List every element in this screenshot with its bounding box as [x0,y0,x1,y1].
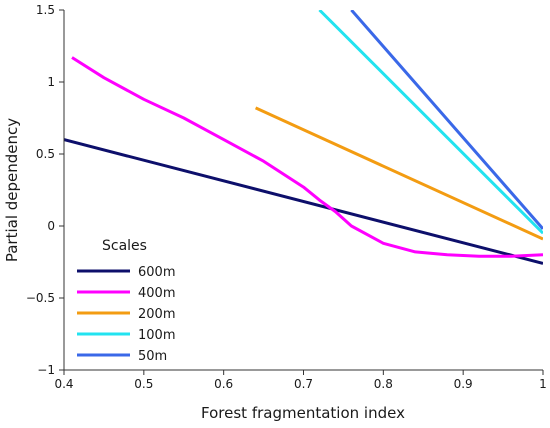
y-tick-label: −1 [37,363,55,377]
y-axis-title: Partial dependency [3,118,21,262]
legend-bg [72,280,192,300]
x-tick-label: 0.8 [374,377,393,391]
legend-bg [72,343,192,363]
x-axis-title: Forest fragmentation index [201,404,405,422]
legend-title: Scales [102,238,147,254]
x-tick-label: 0.9 [454,377,473,391]
legend-label-600m: 600m [138,265,175,280]
series-line-50m [350,10,543,230]
series-line-400m [71,56,543,258]
y-tick-label: 0 [47,219,55,233]
series-line-100m [318,10,543,235]
x-tick-label: 0.7 [294,377,313,391]
y-tick-label: 0.5 [36,147,55,161]
legend: Scales 600m 400m 200m 100m 50m [72,238,192,364]
x-tick-label: 1 [539,377,547,391]
y-tick-label: −0.5 [26,291,55,305]
legend-label-400m: 400m [138,286,175,301]
series-line-200m [254,106,543,241]
legend-label-100m: 100m [138,328,175,343]
x-tick-label: 0.6 [214,377,233,391]
x-tick-label: 0.4 [54,377,73,391]
y-tick-label: 1.5 [36,3,55,17]
legend-bg [72,301,192,321]
legend-label-200m: 200m [138,307,175,322]
legend-bg [72,322,192,342]
legend-bg [72,259,192,279]
series-line-600m [64,138,543,265]
plot-lines [64,10,543,265]
legend-label-50m: 50m [138,349,167,364]
y-tick-label: 1 [47,75,55,89]
x-tick-label: 0.5 [134,377,153,391]
ticks: 0.4 0.5 0.6 0.7 0.8 0.9 1 −1 −0.5 0 0.5 1 1.5 [26,3,547,391]
